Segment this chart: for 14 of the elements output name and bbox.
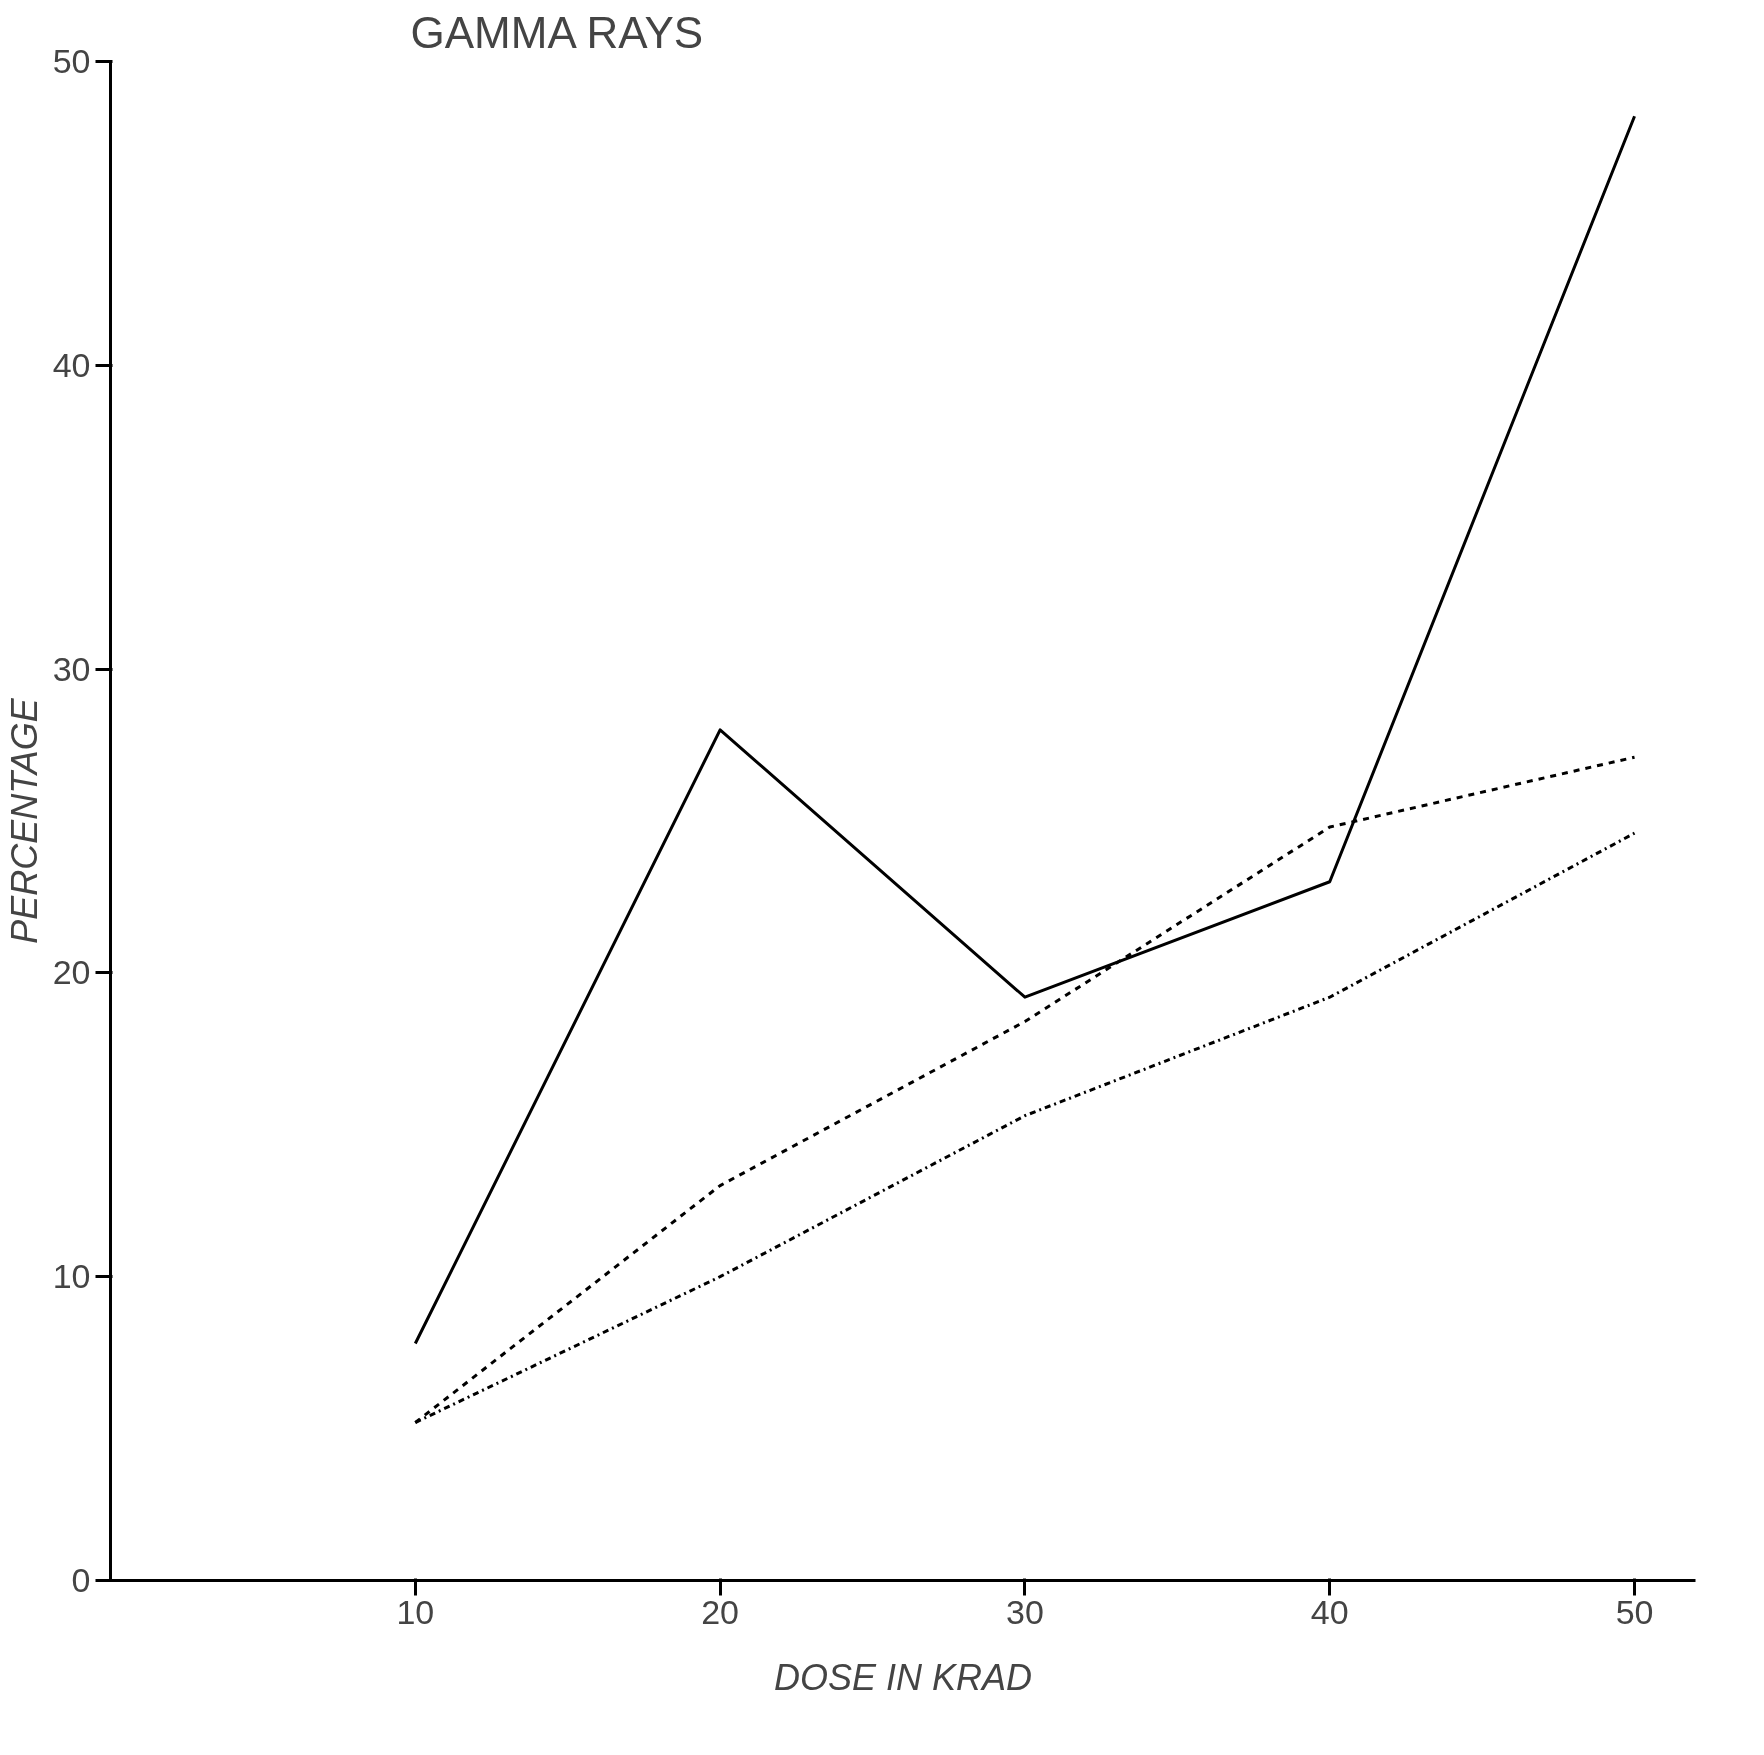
x-axis-title: DOSE IN KRAD	[773, 1656, 1033, 1698]
y-axis-title: PERCENTAGE	[3, 697, 45, 944]
chart-title: GAMMA RAYS	[410, 7, 704, 57]
x-tick-label: 30	[1006, 1592, 1044, 1631]
y-tick-label: 0	[71, 1561, 91, 1599]
y-tick-label: 20	[52, 953, 91, 992]
y-tick-label: 30	[52, 649, 91, 688]
y-tick-label: 50	[52, 42, 91, 80]
y-tick-label: 10	[52, 1257, 91, 1296]
x-tick-label: 40	[1310, 1592, 1349, 1631]
y-tick-label: 40	[52, 345, 91, 384]
x-tick-label: 50	[1615, 1592, 1654, 1631]
x-tick-label: 10	[396, 1592, 435, 1631]
x-tick-label: 20	[701, 1592, 740, 1631]
